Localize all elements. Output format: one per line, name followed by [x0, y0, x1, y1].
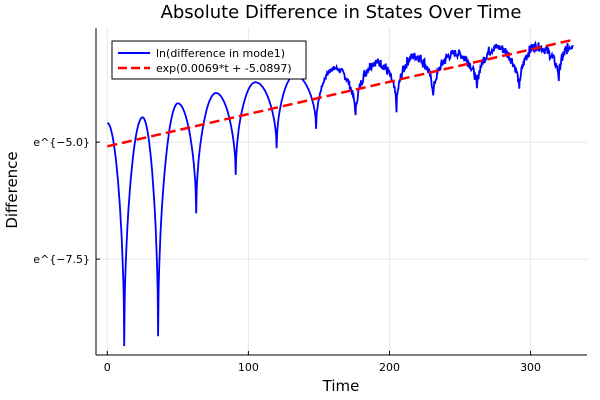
- ticks: 0 100 200 300 e^{−5.0} e^{−7.5}: [33, 136, 541, 374]
- legend-box: [111, 40, 307, 80]
- x-tick-label: 300: [520, 361, 541, 374]
- x-tick-label: 0: [104, 361, 111, 374]
- legend-label-2: exp(0.0069*t + -5.0897): [156, 62, 292, 75]
- y-axis-label: Difference: [3, 151, 21, 228]
- x-axis-label: Time: [322, 377, 360, 395]
- series-line-fit: [107, 38, 574, 148]
- chart-title: Absolute Difference in States Over Time: [161, 2, 522, 23]
- series-line-difference: [107, 40, 574, 347]
- x-tick-label: 200: [379, 361, 400, 374]
- series-layer: [107, 38, 574, 347]
- legend: ln(difference in mode1) exp(0.0069*t + -…: [111, 40, 307, 80]
- y-tick-label: e^{−5.0}: [33, 136, 90, 149]
- x-tick-label: 100: [238, 361, 259, 374]
- y-tick-label: e^{−7.5}: [33, 253, 90, 266]
- legend-label-1: ln(difference in mode1): [156, 47, 285, 60]
